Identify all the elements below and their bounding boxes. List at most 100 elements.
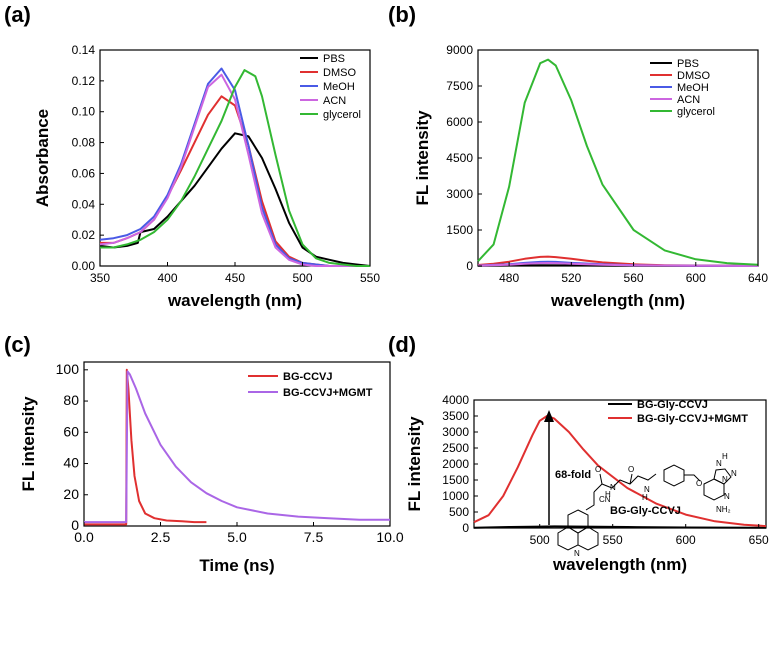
structure-bond (629, 473, 633, 485)
y-tick-label: 4000 (442, 393, 469, 407)
structure-atom-label: O (595, 465, 601, 474)
legend-label: DMSO (677, 70, 710, 82)
x-tick-label: 600 (676, 533, 696, 547)
structure-bond (599, 473, 603, 485)
y-tick-label: 1000 (442, 489, 469, 503)
structure-ring-julolidine-a (557, 526, 579, 551)
structure-bond-vinyl (585, 492, 595, 511)
y-tick-label: 1500 (442, 473, 469, 487)
structure-atom-label: N (724, 492, 730, 501)
legend-label: glycerol (677, 106, 715, 118)
x-tick-label: 640 (748, 271, 768, 285)
y-tick-label: 0 (462, 521, 469, 535)
x-axis-title: wavelength (nm) (550, 291, 685, 310)
y-tick-label: 80 (63, 392, 79, 408)
x-tick-label: 2.5 (151, 529, 171, 545)
x-tick-label: 550 (360, 271, 380, 285)
x-tick-label: 650 (749, 533, 769, 547)
y-tick-label: 3000 (446, 187, 473, 201)
inset-chemical-structure: O H N O N H O CN N N N N H N NH₂ BG-Gly-… (557, 452, 737, 558)
panel-a-chart: 350 400 450 500 550 0.00 0.02 0.04 0.06 0.08 0.10 0… (33, 43, 380, 310)
fold-arrow-head (544, 410, 554, 422)
y-tick-label: 0.14 (72, 43, 96, 57)
series-line-bg-gly-ccvj-mgmt (473, 415, 767, 528)
inset-structure-label: BG-Gly-CCVJ (610, 505, 681, 517)
legend-label: BG-CCVJ+MGMT (283, 387, 373, 399)
legend-label: ACN (323, 95, 346, 107)
structure-ring-aromatic (567, 509, 589, 534)
structure-ring-benzene (663, 464, 685, 487)
x-axis-title: Time (ns) (199, 556, 274, 575)
structure-atom-label: CN (599, 495, 611, 504)
x-tick-label: 500 (530, 533, 550, 547)
y-tick-label: 0.08 (72, 136, 96, 150)
y-tick-label: 3500 (442, 409, 469, 423)
structure-ring-purine-5 (713, 468, 732, 485)
structure-atom-label: H (642, 493, 648, 502)
panel-c-chart: 0.0 2.5 5.0 7.5 10.0 0 20 40 60 80 100 BG-CCVJ BG-C… (19, 361, 404, 575)
y-axis-title: FL intensity (405, 416, 424, 512)
x-tick-label: 5.0 (227, 529, 247, 545)
y-tick-label: 4500 (446, 151, 473, 165)
structure-atom-label: O (628, 465, 634, 474)
y-tick-label: 7500 (446, 79, 473, 93)
legend-label: BG-Gly-CCVJ+MGMT (637, 413, 748, 425)
series-line-acn (99, 73, 370, 267)
structure-atom-label: N (731, 469, 737, 478)
y-axis-title: FL intensity (413, 110, 432, 206)
y-tick-label: 1500 (446, 223, 473, 237)
plot-frame (477, 49, 759, 267)
legend-label: PBS (677, 58, 699, 70)
fold-change-annotation: 68-fold (544, 410, 591, 525)
panel-label-c: (c) (4, 332, 31, 357)
structure-ring-julolidine-b (577, 526, 599, 551)
structure-atom-label: H (722, 452, 728, 461)
y-tick-label: 0.04 (72, 197, 96, 211)
panel-label-a: (a) (4, 2, 31, 27)
x-tick-label: 480 (499, 271, 519, 285)
legend-label: BG-CCVJ (283, 371, 333, 383)
legend-label: ACN (677, 94, 700, 106)
y-tick-label: 0.06 (72, 166, 96, 180)
structure-atom-label: N (644, 485, 650, 494)
series-line-glycerol (477, 58, 759, 266)
x-tick-label: 550 (603, 533, 623, 547)
structure-atom-label: N (716, 459, 722, 468)
y-tick-label: 0.12 (72, 74, 96, 88)
series-line-bg-ccvj-mgmt (84, 370, 390, 524)
panel-label-b: (b) (388, 2, 416, 27)
panel-d-chart: 500 550 600 650 0 500 1000 1500 2000 2500 3000 3500… (405, 393, 769, 574)
x-tick-label: 450 (225, 271, 245, 285)
structure-atom-label: N (574, 549, 580, 558)
y-tick-label: 20 (63, 486, 79, 502)
x-tick-label: 500 (292, 271, 312, 285)
y-tick-label: 3000 (442, 425, 469, 439)
legend-label: BG-Gly-CCVJ (637, 399, 708, 411)
structure-atom-label: N (722, 475, 728, 484)
series-line-pbs (99, 132, 371, 267)
structure-bond-ether (684, 474, 701, 482)
x-tick-label: 400 (157, 271, 177, 285)
y-tick-label: 0 (466, 259, 473, 273)
fold-label: 68-fold (555, 469, 591, 481)
panel-b-chart: 480 520 560 600 640 0 1500 3000 4500 6000 7500 9000… (413, 43, 768, 310)
y-tick-label: 0.00 (72, 259, 96, 273)
y-tick-label: 60 (63, 423, 79, 439)
legend-label: MeOH (323, 81, 355, 93)
y-tick-label: 0.02 (72, 228, 96, 242)
structure-atom-label: N (610, 483, 616, 492)
legend-label: PBS (323, 53, 345, 65)
series-line-bg-ccvj (84, 368, 207, 526)
x-tick-label: 7.5 (304, 529, 324, 545)
y-tick-label: 40 (63, 455, 79, 471)
structure-drawing (557, 464, 732, 551)
structure-bond-chain (593, 473, 657, 493)
legend-label: glycerol (323, 109, 361, 121)
y-axis-title: FL intensity (19, 396, 38, 492)
x-axis-title: wavelength (nm) (167, 291, 302, 310)
y-tick-label: 500 (449, 505, 469, 519)
y-tick-label: 2500 (442, 441, 469, 455)
series-line-acn (477, 262, 759, 267)
series-line-bg-gly-ccvj (473, 525, 767, 529)
